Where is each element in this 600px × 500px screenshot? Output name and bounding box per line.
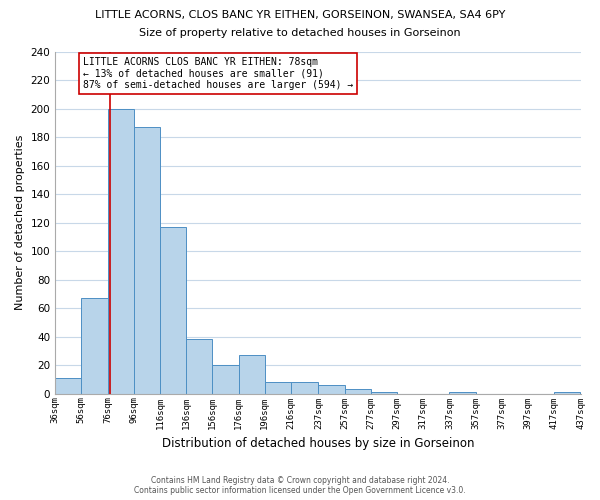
Bar [212, 365, 239, 394]
Bar [239, 355, 265, 394]
Bar [371, 392, 397, 394]
Text: LITTLE ACORNS, CLOS BANC YR EITHEN, GORSEINON, SWANSEA, SA4 6PY: LITTLE ACORNS, CLOS BANC YR EITHEN, GORS… [95, 10, 505, 20]
Bar [82, 298, 107, 394]
Bar [160, 227, 186, 394]
Bar [265, 382, 291, 394]
Bar [344, 390, 371, 394]
Bar [554, 392, 580, 394]
X-axis label: Distribution of detached houses by size in Gorseinon: Distribution of detached houses by size … [161, 437, 474, 450]
Bar [186, 340, 212, 394]
Bar [449, 392, 476, 394]
Bar [134, 127, 160, 394]
Text: Contains HM Land Registry data © Crown copyright and database right 2024.
Contai: Contains HM Land Registry data © Crown c… [134, 476, 466, 495]
Text: LITTLE ACORNS CLOS BANC YR EITHEN: 78sqm
← 13% of detached houses are smaller (9: LITTLE ACORNS CLOS BANC YR EITHEN: 78sqm… [83, 57, 353, 90]
Y-axis label: Number of detached properties: Number of detached properties [15, 135, 25, 310]
Bar [319, 385, 344, 394]
Text: Size of property relative to detached houses in Gorseinon: Size of property relative to detached ho… [139, 28, 461, 38]
Bar [107, 108, 134, 394]
Bar [291, 382, 319, 394]
Bar [55, 378, 82, 394]
